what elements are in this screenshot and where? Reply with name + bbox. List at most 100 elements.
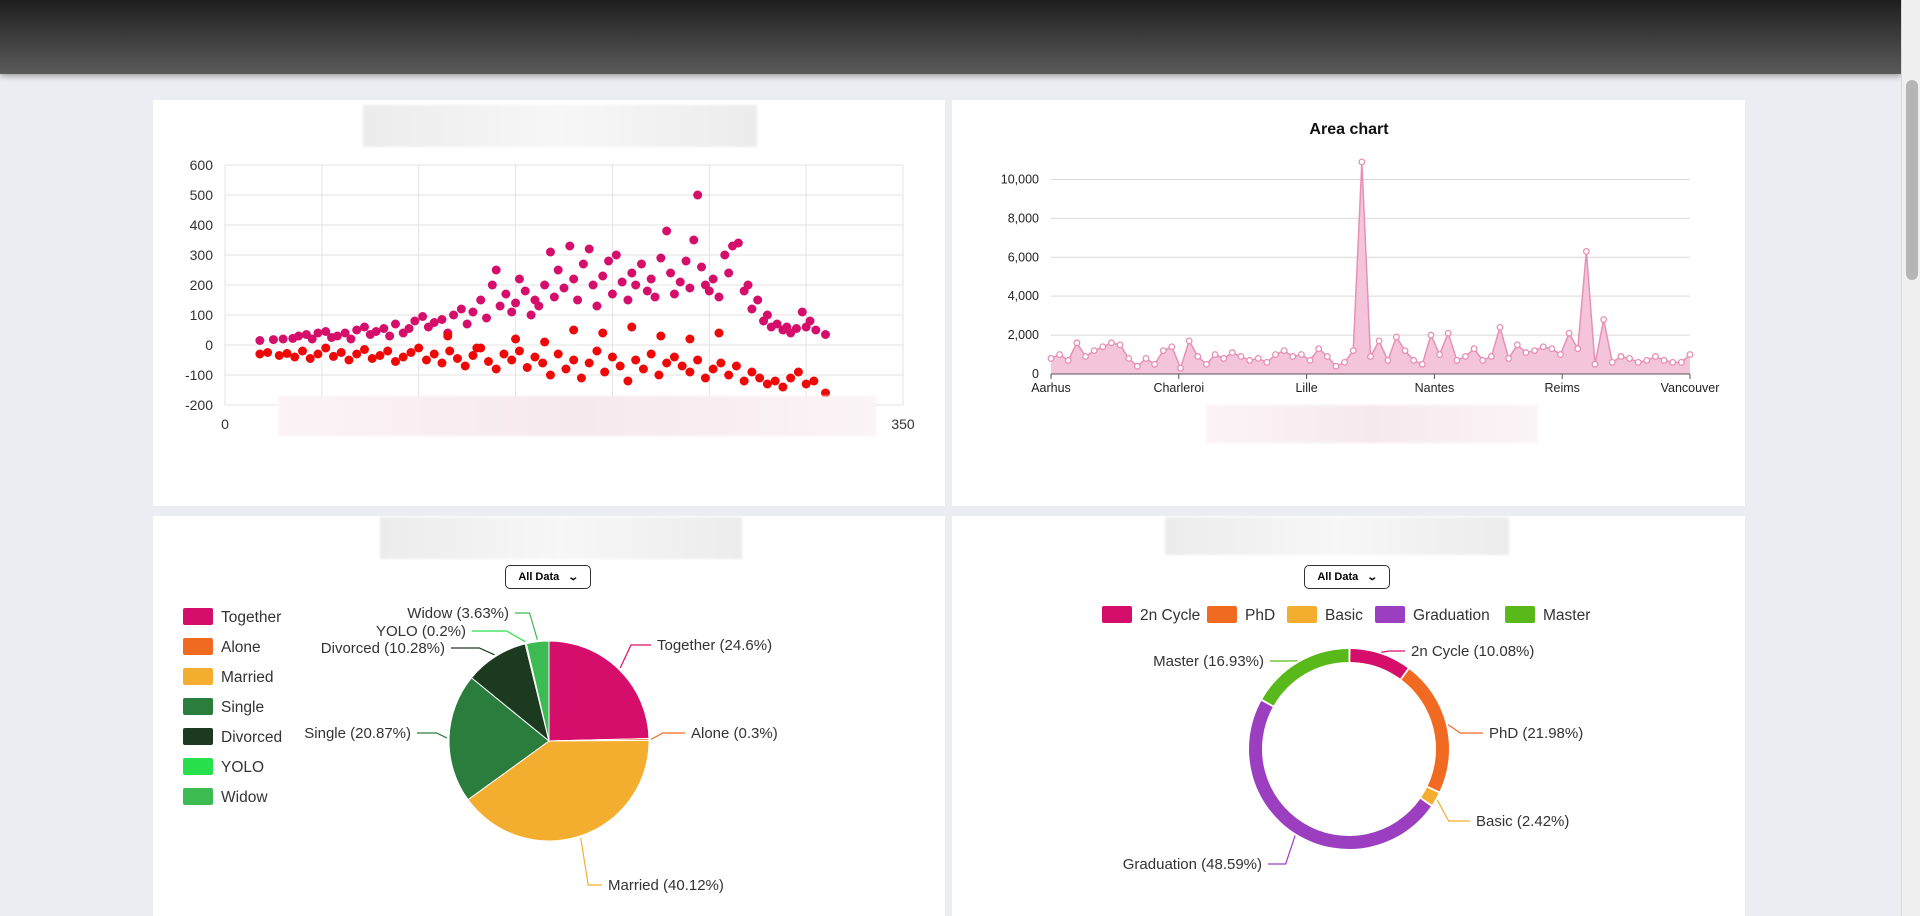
top-header-bar — [0, 0, 1902, 74]
area-point — [1168, 343, 1176, 351]
legend-swatch — [183, 698, 213, 715]
donut-data-label: Graduation (48.59%) — [1123, 856, 1262, 873]
area-point — [1228, 349, 1236, 357]
scatter-point — [611, 250, 621, 260]
scatter-point — [344, 355, 354, 365]
area-point — [1280, 347, 1288, 355]
scatter-point — [540, 280, 550, 290]
pie-data-label: Single (20.87%) — [304, 725, 411, 742]
area-point — [1574, 345, 1582, 353]
chevron-down-icon: ⌄ — [567, 571, 580, 583]
scatter-point — [565, 241, 575, 251]
area-point — [1565, 329, 1573, 337]
scatter-point — [534, 301, 544, 311]
pie-leader-line — [650, 732, 685, 740]
donut-leader-line — [1268, 835, 1296, 865]
x-tick-label: 350 — [891, 416, 915, 432]
scatter-point — [307, 334, 317, 344]
area-point — [1263, 358, 1271, 366]
scatter-point — [476, 295, 486, 305]
scatter-point — [501, 289, 511, 299]
area-point — [1522, 349, 1530, 357]
scatter-point — [367, 354, 377, 363]
scatter-point — [385, 331, 395, 341]
pie-leader-line — [472, 630, 526, 643]
donut-leader-line — [1436, 799, 1470, 822]
scatter-point — [263, 348, 273, 357]
scatter-point — [491, 265, 501, 275]
legend-label: Graduation — [1413, 607, 1490, 624]
scatter-point — [662, 358, 672, 368]
y-tick-label: 4,000 — [1008, 289, 1039, 303]
area-point — [1159, 347, 1167, 355]
filter-dropdown[interactable]: All Data ⌄ — [1304, 565, 1390, 589]
scatter-point — [669, 289, 679, 299]
scatter-point — [472, 343, 482, 353]
scatter-point — [371, 327, 381, 336]
donut-slice — [1401, 669, 1449, 792]
legend-swatch — [1102, 606, 1132, 623]
scatter-point — [398, 352, 408, 362]
scatter-point — [526, 310, 536, 320]
scatter-point — [704, 286, 714, 296]
scatter-point — [646, 274, 656, 284]
scatter-point — [791, 324, 801, 333]
scatter-point — [588, 280, 598, 290]
scatter-point — [646, 349, 656, 359]
scatter-point — [514, 346, 524, 356]
area-point — [1064, 356, 1072, 364]
scatter-point — [615, 361, 625, 371]
area-point — [1125, 354, 1133, 362]
scatter-point — [321, 327, 331, 336]
scrollbar-thumb[interactable] — [1906, 80, 1918, 280]
y-tick-label: 0 — [1032, 367, 1039, 381]
scatter-point — [662, 226, 672, 236]
area-point — [1254, 354, 1262, 362]
area-point — [1427, 331, 1435, 339]
scatter-point — [762, 310, 772, 320]
scatter-point — [406, 348, 416, 357]
filter-dropdown[interactable]: All Data ⌄ — [505, 565, 591, 589]
area-point — [1626, 354, 1634, 362]
scatter-point — [255, 336, 265, 345]
scatter-point — [731, 361, 741, 371]
scatter-point — [573, 295, 583, 305]
scatter-point — [666, 268, 676, 278]
scatter-point — [340, 328, 350, 338]
page-scrollbar[interactable] — [1901, 0, 1920, 916]
legend-label: Single — [221, 699, 264, 716]
scatter-point — [685, 334, 695, 344]
scatter-point — [530, 352, 540, 362]
legend-label: Master — [1543, 607, 1590, 624]
pie-data-label: Married (40.12%) — [608, 877, 724, 894]
legend-swatch — [1375, 606, 1405, 623]
y-tick-label: 300 — [190, 247, 214, 263]
area-point — [1133, 362, 1141, 370]
scatter-point — [724, 268, 734, 278]
legend-label: Alone — [221, 639, 261, 656]
scatter-point — [569, 274, 579, 284]
dropdown-label: All Data — [518, 571, 560, 583]
area-point — [1289, 353, 1297, 360]
area-point — [1479, 356, 1487, 364]
scatter-point — [623, 295, 633, 305]
scatter-point — [569, 355, 579, 365]
scatter-point — [592, 346, 602, 356]
pie-slice — [548, 640, 650, 742]
redacted-caption — [278, 396, 876, 436]
scatter-point — [549, 292, 559, 302]
donut-data-label: PhD (21.98%) — [1489, 725, 1583, 742]
scatter-point — [313, 349, 323, 359]
scatter-point — [379, 324, 389, 333]
area-point — [1677, 358, 1685, 366]
area-point — [1367, 353, 1374, 360]
pie-data-label: Divorced (10.28%) — [321, 640, 445, 657]
pie-leader-line — [515, 612, 538, 640]
scatter-point — [720, 250, 730, 260]
scatter-point — [495, 301, 505, 311]
scatter-point — [724, 370, 734, 380]
scatter-point — [437, 315, 447, 324]
legend-label: YOLO — [221, 759, 264, 776]
scatter-point — [656, 253, 666, 263]
area-point — [1315, 345, 1323, 353]
